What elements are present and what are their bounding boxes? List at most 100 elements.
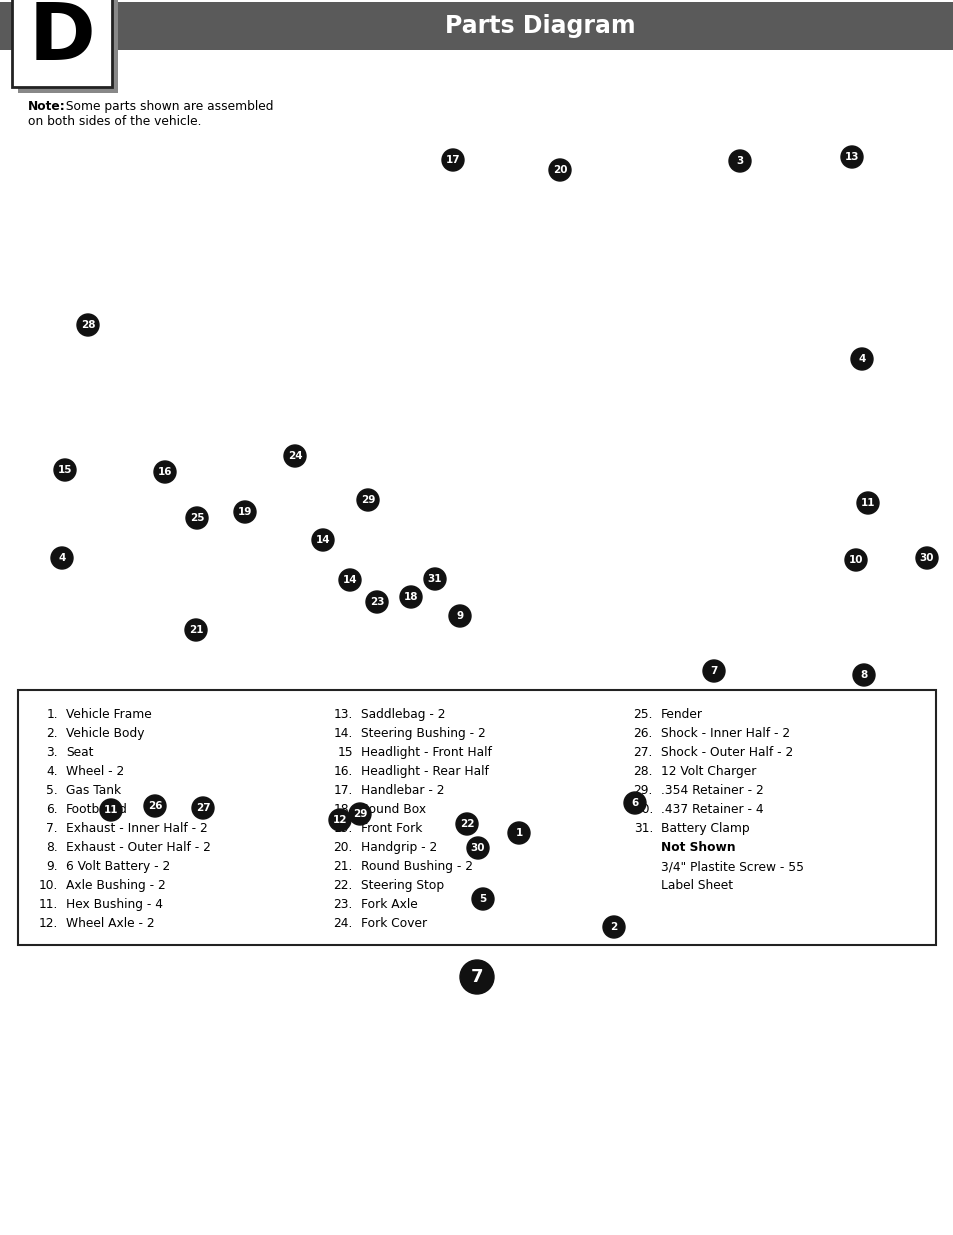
Text: Gas Tank: Gas Tank [66,784,121,797]
Circle shape [728,149,750,172]
Text: Axle Bushing - 2: Axle Bushing - 2 [66,879,166,892]
Text: 4: 4 [58,553,66,563]
Text: 8.: 8. [46,841,58,853]
Text: 4: 4 [858,354,864,364]
Text: Headlight - Rear Half: Headlight - Rear Half [360,764,488,778]
Bar [12,0,112,86]
Text: Some parts shown are assembled: Some parts shown are assembled [62,100,274,112]
Text: 12: 12 [333,815,347,825]
Circle shape [284,445,306,467]
Text: Round Bushing - 2: Round Bushing - 2 [360,860,473,873]
Text: 1.: 1. [47,708,58,721]
Text: 26: 26 [148,802,162,811]
Text: 11: 11 [104,805,118,815]
Circle shape [399,585,421,608]
Circle shape [449,605,471,627]
Text: 29.: 29. [633,784,652,797]
Text: 6: 6 [631,798,638,808]
Circle shape [548,159,571,182]
Circle shape [456,813,477,835]
Text: 6 Volt Battery - 2: 6 Volt Battery - 2 [66,860,170,873]
Text: 3: 3 [736,156,742,165]
Text: 18.: 18. [334,803,353,816]
Text: 10: 10 [848,555,862,564]
Text: 3/4" Plastite Screw - 55: 3/4" Plastite Screw - 55 [660,860,803,873]
Circle shape [841,146,862,168]
Circle shape [915,547,937,569]
Text: 19.: 19. [334,823,353,835]
Text: 8: 8 [860,671,866,680]
Text: 16: 16 [157,467,172,477]
Text: Seat: Seat [66,746,93,760]
Text: Fork Cover: Fork Cover [360,918,427,930]
Text: 21.: 21. [334,860,353,873]
Text: Wheel - 2: Wheel - 2 [66,764,124,778]
Text: Vehicle Body: Vehicle Body [66,727,144,740]
Circle shape [459,960,494,994]
Text: 18: 18 [403,592,417,601]
Text: 25.: 25. [633,708,652,721]
Bar [0,2,953,49]
Text: Parts Diagram: Parts Diagram [444,14,635,38]
Text: 9: 9 [456,611,463,621]
Text: 15: 15 [337,746,353,760]
Text: 11.: 11. [38,898,58,911]
Circle shape [54,459,76,480]
Text: 14.: 14. [334,727,353,740]
Circle shape [702,659,724,682]
Circle shape [623,792,645,814]
Text: 16.: 16. [334,764,353,778]
Bar [18,690,935,945]
Circle shape [312,529,334,551]
Text: 24.: 24. [334,918,353,930]
Circle shape [77,314,99,336]
Text: 20: 20 [552,165,567,175]
Text: 11: 11 [860,498,874,508]
Circle shape [467,837,489,860]
Text: 7.: 7. [47,823,58,835]
Text: 13: 13 [843,152,859,162]
Text: .437 Retainer - 4: .437 Retainer - 4 [660,803,762,816]
Text: 7: 7 [710,666,717,676]
Text: 6.: 6. [47,803,58,816]
Text: Steering Bushing - 2: Steering Bushing - 2 [360,727,485,740]
Text: Fork Axle: Fork Axle [360,898,417,911]
Text: 5.: 5. [46,784,58,797]
Text: Sound Box: Sound Box [360,803,426,816]
Text: 28.: 28. [633,764,652,778]
Text: 31.: 31. [633,823,652,835]
Circle shape [185,619,207,641]
Text: 27: 27 [195,803,210,813]
Circle shape [366,592,388,613]
Circle shape [186,508,208,529]
Text: Front Fork: Front Fork [360,823,422,835]
Text: 22.: 22. [334,879,353,892]
Text: Shock - Inner Half - 2: Shock - Inner Half - 2 [660,727,789,740]
Text: 3.: 3. [47,746,58,760]
Text: 2.: 2. [47,727,58,740]
Text: 12 Volt Charger: 12 Volt Charger [660,764,756,778]
Text: 19: 19 [237,508,252,517]
Text: Saddlebag - 2: Saddlebag - 2 [360,708,445,721]
Text: 10.: 10. [38,879,58,892]
Text: 2: 2 [610,923,617,932]
Text: Exhaust - Outer Half - 2: Exhaust - Outer Half - 2 [66,841,211,853]
Text: 14: 14 [315,535,330,545]
Text: 12.: 12. [38,918,58,930]
Text: 21: 21 [189,625,203,635]
Text: 1: 1 [515,827,522,839]
Circle shape [441,149,463,170]
Circle shape [507,823,530,844]
Text: Vehicle Frame: Vehicle Frame [66,708,152,721]
Text: 30: 30 [470,844,485,853]
Circle shape [844,550,866,571]
Text: 24: 24 [288,451,302,461]
Text: Exhaust - Inner Half - 2: Exhaust - Inner Half - 2 [66,823,208,835]
Text: 23.: 23. [334,898,353,911]
Text: 9.: 9. [47,860,58,873]
Circle shape [602,916,624,939]
Text: 23: 23 [370,597,384,606]
Circle shape [850,348,872,370]
Text: Handlebar - 2: Handlebar - 2 [360,784,444,797]
Text: Footboard: Footboard [66,803,128,816]
